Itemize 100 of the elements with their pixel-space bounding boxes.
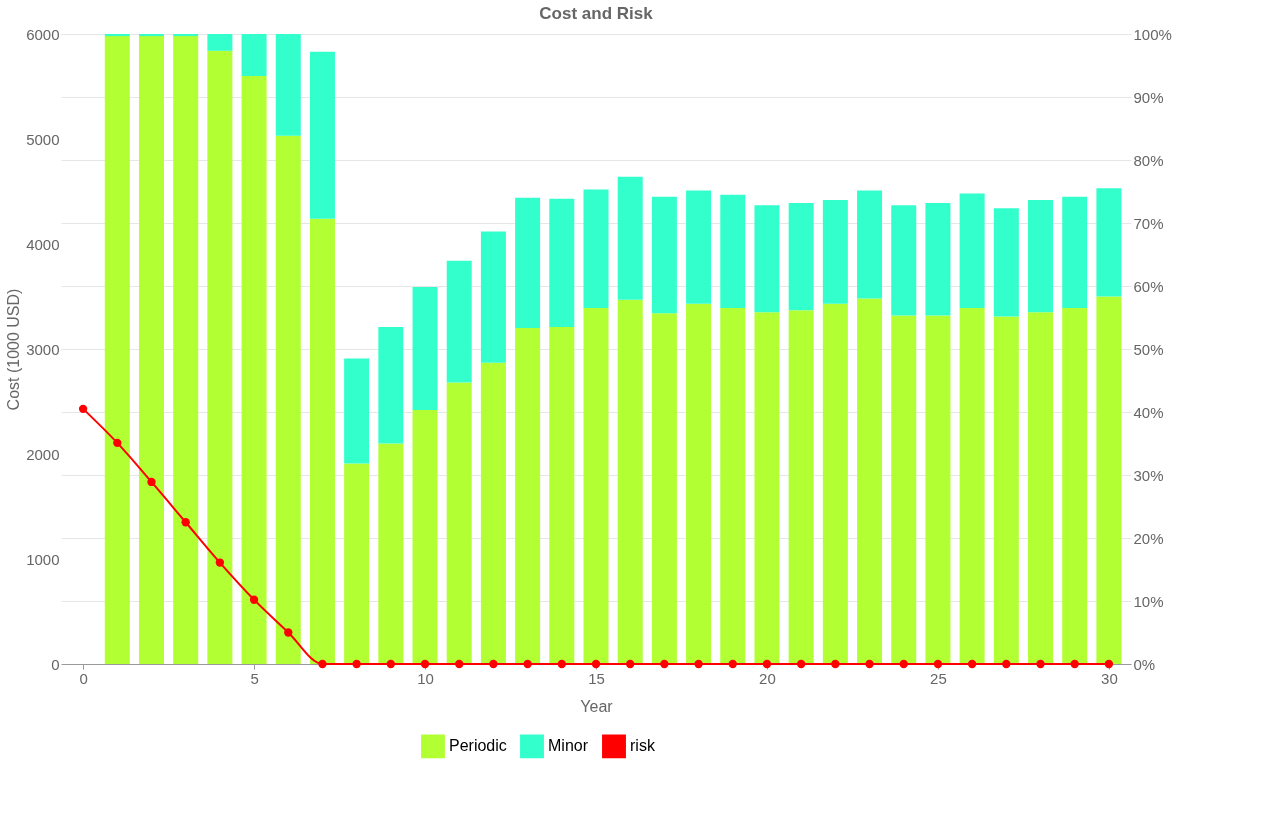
bar — [378, 326, 404, 444]
y2-tick-label: 30% — [1133, 466, 1164, 484]
bar — [1062, 308, 1088, 664]
bar — [515, 197, 541, 328]
chart-title: Cost and Risk — [539, 4, 654, 23]
point — [489, 659, 498, 669]
bar — [720, 194, 746, 309]
y2-tick-label: 40% — [1133, 403, 1164, 421]
point — [557, 659, 566, 669]
bar — [549, 326, 575, 664]
point — [1002, 659, 1011, 669]
bar — [651, 196, 677, 314]
point — [420, 659, 430, 669]
x-axis-title: Year — [580, 697, 614, 715]
bar — [275, 34, 301, 136]
bar — [891, 205, 917, 316]
bar — [993, 208, 1019, 317]
bar — [993, 316, 1019, 664]
bar — [309, 218, 335, 664]
point — [284, 628, 293, 637]
y2-tick-label: 100% — [1133, 25, 1172, 43]
bar — [617, 176, 643, 300]
bar — [241, 34, 267, 76]
bar — [275, 135, 301, 664]
y2-tick-label: 70% — [1133, 214, 1164, 232]
bar — [515, 328, 541, 664]
bar — [344, 358, 370, 464]
bar — [104, 34, 130, 37]
bar — [344, 463, 370, 664]
bar — [207, 50, 233, 664]
legend-label: risk — [630, 737, 656, 755]
bar — [686, 190, 712, 304]
point — [249, 595, 259, 604]
y-tick-label: 6000 — [26, 25, 60, 43]
y2-tick-label: 10% — [1133, 592, 1164, 610]
point — [352, 659, 361, 669]
x-tick-label: 15 — [588, 669, 605, 687]
bar — [1096, 296, 1122, 664]
bar — [104, 36, 130, 664]
y2-tick-label: 60% — [1133, 277, 1164, 295]
bar — [617, 299, 643, 664]
point — [455, 659, 464, 669]
y2-tick-label: 50% — [1133, 340, 1164, 358]
bar — [241, 76, 267, 664]
bar — [857, 298, 883, 664]
y2-tick-label: 0% — [1133, 655, 1156, 673]
x-tick-label: 10 — [417, 669, 434, 687]
y-tick-label: 5000 — [26, 130, 60, 148]
bar — [446, 260, 472, 383]
point — [318, 659, 327, 669]
bar — [959, 308, 985, 664]
bar — [754, 312, 780, 664]
point — [591, 659, 601, 669]
bar — [173, 36, 199, 664]
point — [215, 558, 225, 567]
bar — [480, 231, 506, 363]
bar — [822, 303, 848, 664]
point — [762, 659, 772, 669]
bar — [1062, 196, 1088, 309]
point — [728, 659, 737, 669]
point — [899, 659, 908, 669]
point — [1070, 659, 1079, 669]
y-tick-label: 3000 — [26, 340, 60, 358]
point — [626, 659, 635, 669]
legend-label: Periodic — [449, 737, 507, 755]
bar — [925, 315, 951, 664]
y2-tick-label: 90% — [1133, 88, 1164, 106]
point — [796, 659, 806, 669]
point — [1036, 659, 1045, 669]
bar — [925, 203, 951, 316]
x-tick-label: 30 — [1101, 669, 1118, 687]
y-axis-title: Cost (1000 USD) — [5, 288, 23, 411]
point — [694, 659, 703, 669]
point — [113, 438, 122, 448]
x-tick-label: 5 — [250, 669, 259, 687]
bar — [138, 34, 164, 37]
bar — [480, 362, 506, 664]
bar — [138, 36, 164, 664]
y-tick-label: 2000 — [26, 445, 60, 463]
bar — [754, 205, 780, 313]
bar — [857, 190, 883, 299]
bar — [173, 34, 199, 37]
point — [933, 659, 943, 669]
y2-tick-label: 20% — [1133, 529, 1164, 547]
bar — [207, 34, 233, 51]
y-tick-label: 1000 — [26, 550, 60, 568]
bar — [309, 51, 335, 219]
x-tick-label: 20 — [759, 669, 776, 687]
bar — [891, 315, 917, 664]
bar — [446, 382, 472, 664]
bar — [549, 198, 575, 327]
point — [523, 659, 532, 669]
y-tick-label: 4000 — [26, 235, 60, 253]
bar — [583, 308, 609, 664]
bar — [412, 409, 438, 664]
bar — [788, 203, 814, 311]
bar — [412, 287, 438, 410]
bar — [651, 313, 677, 664]
bar — [1028, 199, 1054, 313]
x-tick-label: 0 — [79, 669, 88, 687]
